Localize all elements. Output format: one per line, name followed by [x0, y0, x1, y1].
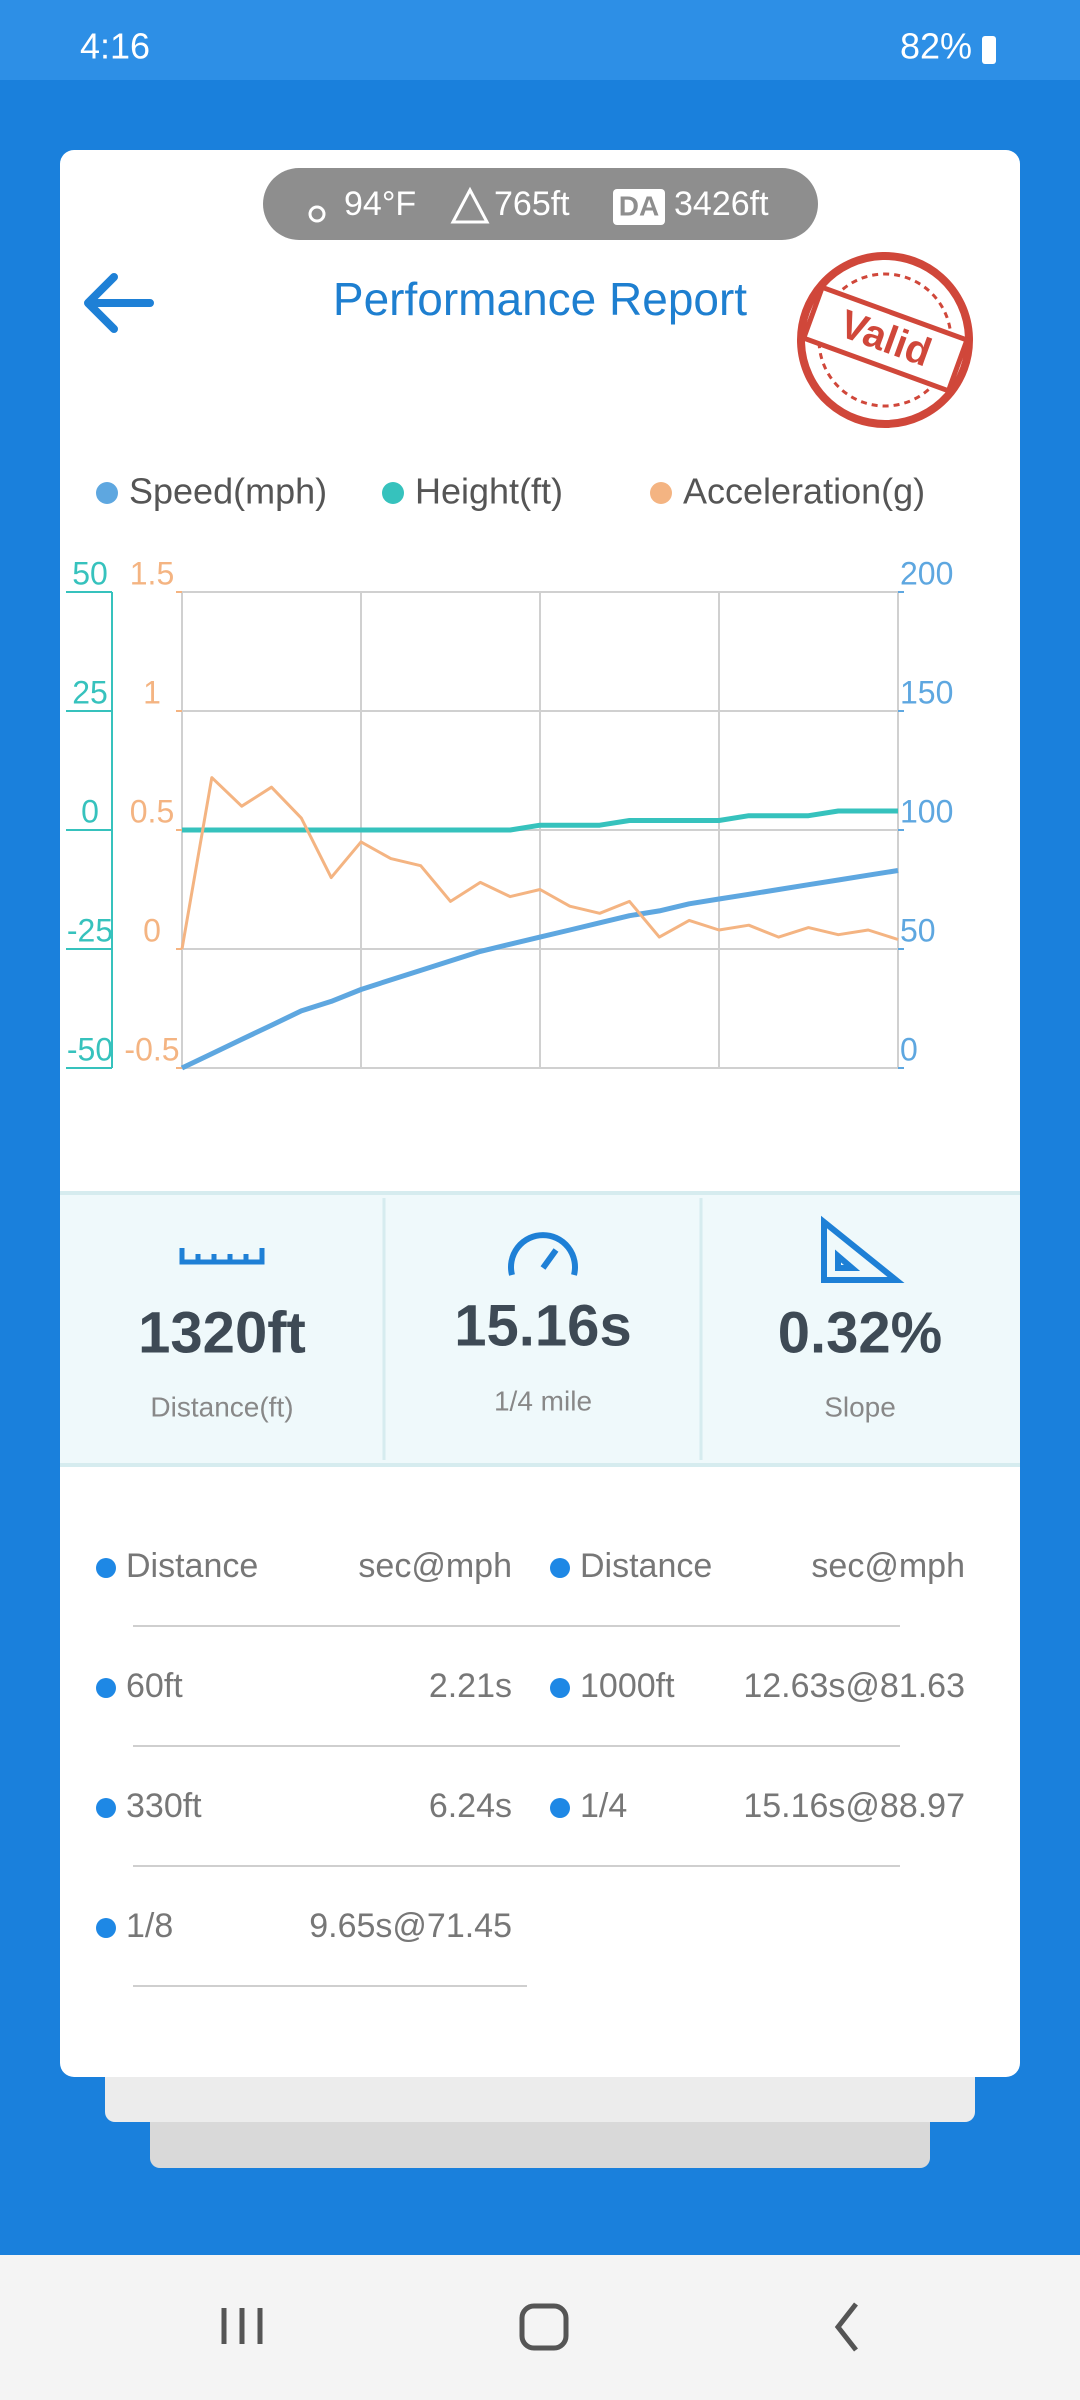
status-bar: [0, 0, 1080, 80]
ruler-icon: [179, 1248, 265, 1265]
battery-icon: [982, 36, 996, 64]
y2-tick-label: 50: [900, 912, 936, 948]
y3-tick-label: 1.5: [130, 555, 174, 591]
gauge-icon: [508, 1232, 578, 1276]
stat-value: 0.32%: [778, 1300, 942, 1365]
density-altitude: 3426ft: [674, 185, 769, 223]
time-cell: 6.24s: [429, 1787, 512, 1825]
time-cell: 9.65s@71.45: [309, 1907, 512, 1945]
y3-tick-label: 0.5: [130, 793, 174, 829]
row-bullet: [96, 1798, 116, 1818]
y-tick-label: -50: [67, 1031, 113, 1067]
legend-marker: [96, 482, 118, 504]
legend-marker: [382, 482, 404, 504]
chart: Speed(mph) Height(ft) Acceleration(g) -50 -2…: [66, 471, 953, 1071]
y-tick-label: -25: [67, 912, 113, 948]
y3-tick-label: 1: [143, 674, 161, 710]
gauge-needle: [540, 1248, 559, 1270]
row-bullet: [96, 1918, 116, 1938]
stat-label: 1/4 mile: [494, 1385, 592, 1416]
legend-label: Height(ft): [415, 471, 563, 512]
temperature: 94°F: [344, 185, 416, 223]
altitude: 765ft: [494, 185, 570, 223]
legend-label: Acceleration(g): [683, 471, 925, 512]
time-cell: 15.16s@88.97: [743, 1787, 965, 1825]
clock: 4:16: [80, 26, 150, 67]
page-title: Performance Report: [333, 273, 747, 325]
legend-marker: [650, 482, 672, 504]
stamp-ring: [797, 252, 973, 428]
row-bullet: [550, 1678, 570, 1698]
distance-cell: 1/4: [580, 1787, 627, 1825]
time-cell: 12.63s@81.63: [743, 1667, 965, 1705]
stats: 1320ft Distance(ft) 15.16s 1/4 mile 0.32% Slo…: [138, 1293, 942, 1422]
y3-tick-label: -0.5: [124, 1031, 179, 1067]
distance-cell: 60ft: [126, 1667, 183, 1705]
row-bullet: [550, 1558, 570, 1578]
recents-button[interactable]: [221, 2308, 263, 2344]
series-line: [182, 808, 898, 833]
stamp-banner: [800, 284, 971, 394]
header-cell: Distance: [126, 1547, 258, 1585]
stat-label: Slope: [824, 1391, 896, 1422]
back-nav-button[interactable]: [834, 2302, 858, 2352]
distance-cell: 1/8: [126, 1907, 173, 1945]
y-tick-label: 0: [81, 793, 99, 829]
series-line: [180, 868, 899, 1071]
battery-level: 82%: [900, 26, 972, 67]
header-cell: sec@mph: [811, 1547, 965, 1585]
da-badge-text: DA: [619, 190, 659, 221]
back-button[interactable]: [84, 273, 154, 333]
y2-tick-label: 150: [900, 674, 953, 710]
y-tick-label: 25: [72, 674, 108, 710]
stat-value: 1320ft: [138, 1300, 306, 1365]
home-button[interactable]: [519, 2303, 569, 2351]
distance-cell: 330ft: [126, 1787, 202, 1825]
row-bullet: [550, 1798, 570, 1818]
y2-tick-label: 0: [900, 1031, 918, 1067]
legend-label: Speed(mph): [129, 471, 327, 512]
y2-tick-label: 200: [900, 555, 953, 591]
time-cell: 2.21s: [429, 1667, 512, 1705]
distance-cell: 1000ft: [580, 1667, 675, 1705]
y-tick-label: 50: [72, 555, 108, 591]
header-cell: Distance: [580, 1547, 712, 1585]
thermometer-icon: [308, 205, 326, 223]
conditions-chip: [263, 168, 818, 240]
y2-tick-label: 100: [900, 793, 953, 829]
stat-value: 15.16s: [454, 1293, 631, 1358]
slope-icon: [821, 1215, 905, 1283]
y3-tick-label: 0: [143, 912, 161, 948]
stat-label: Distance(ft): [150, 1391, 293, 1422]
row-bullet: [96, 1678, 116, 1698]
nav-bar: [0, 2255, 1080, 2400]
da-badge: [613, 189, 665, 225]
stats-panel: [60, 1193, 1020, 1465]
header-cell: sec@mph: [358, 1547, 512, 1585]
series-line: [180, 776, 899, 950]
row-bullet: [96, 1558, 116, 1578]
report-card: [60, 150, 1020, 2077]
splits-table: Distance sec@mph 60ft 2.21s 330ft 6.24s 1/8 9.6…: [96, 1547, 965, 1987]
mountain-icon: [450, 186, 490, 224]
